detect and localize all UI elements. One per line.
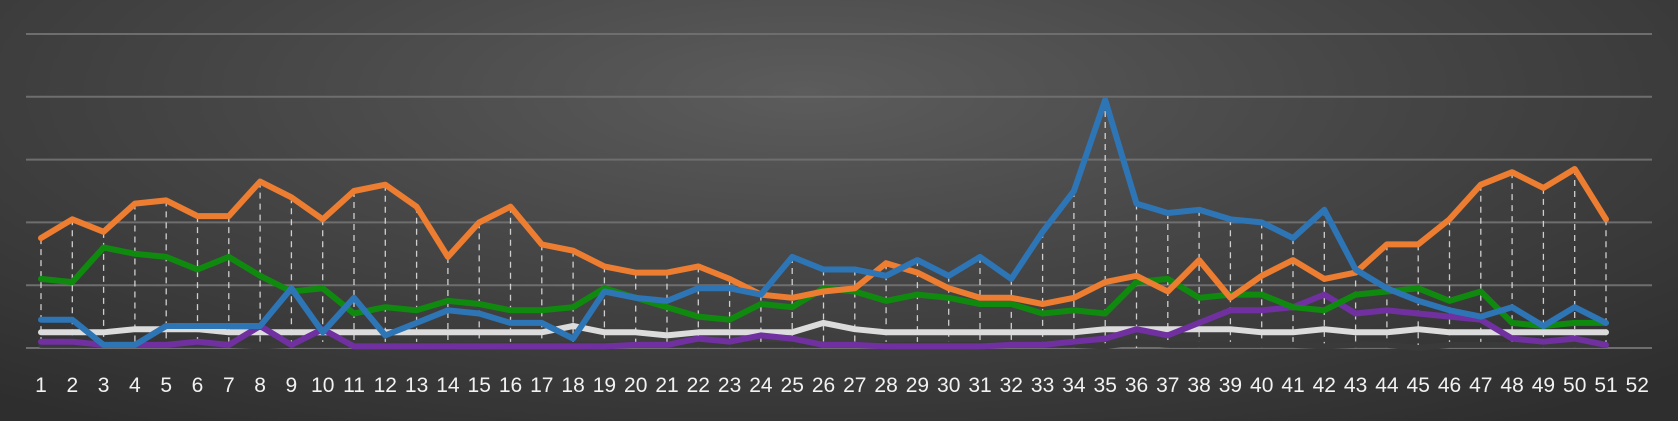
x-tick-label: 7 bbox=[223, 374, 235, 397]
x-tick-label: 40 bbox=[1250, 374, 1273, 397]
x-tick-label: 26 bbox=[812, 374, 835, 397]
x-tick-label: 44 bbox=[1375, 374, 1399, 397]
x-tick-label: 51 bbox=[1594, 374, 1617, 397]
x-tick-label: 14 bbox=[436, 374, 460, 397]
x-tick-label: 45 bbox=[1407, 374, 1430, 397]
x-tick-label: 15 bbox=[468, 374, 491, 397]
x-tick-label: 24 bbox=[749, 374, 773, 397]
x-tick-label: 23 bbox=[718, 374, 741, 397]
x-tick-label: 5 bbox=[160, 374, 172, 397]
x-tick-label: 42 bbox=[1313, 374, 1336, 397]
x-tick-label: 31 bbox=[968, 374, 991, 397]
series-line-blue bbox=[38, 96, 1609, 348]
x-tick-label: 36 bbox=[1125, 374, 1148, 397]
x-tick-label: 34 bbox=[1062, 374, 1086, 397]
x-axis-tick-labels: 1 2 3 4 5 6 7 8 9 10 11 12 13 14 15 16 17 18 19 20 21 22 23 24 2… bbox=[35, 374, 1649, 397]
series-line-purple bbox=[38, 291, 1609, 350]
x-tick-label: 52 bbox=[1626, 374, 1649, 397]
x-tick-label: 32 bbox=[1000, 374, 1023, 397]
x-tick-label: 38 bbox=[1187, 374, 1210, 397]
x-tick-label: 37 bbox=[1156, 374, 1179, 397]
x-tick-label: 29 bbox=[906, 374, 929, 397]
drop-lines bbox=[40, 99, 1607, 348]
x-tick-label: 35 bbox=[1094, 374, 1117, 397]
x-tick-label: 41 bbox=[1281, 374, 1304, 397]
x-tick-label: 27 bbox=[843, 374, 866, 397]
x-tick-label: 43 bbox=[1344, 374, 1367, 397]
x-tick-label: 9 bbox=[286, 374, 298, 397]
x-tick-label: 39 bbox=[1219, 374, 1242, 397]
series-line-green bbox=[38, 244, 1609, 329]
x-tick-label: 30 bbox=[937, 374, 960, 397]
x-tick-label: 3 bbox=[98, 374, 110, 397]
x-tick-label: 21 bbox=[655, 374, 678, 397]
x-tick-label: 2 bbox=[66, 374, 78, 397]
x-tick-label: 47 bbox=[1469, 374, 1492, 397]
series-lines bbox=[38, 96, 1609, 351]
x-tick-label: 17 bbox=[530, 374, 553, 397]
gridlines bbox=[26, 33, 1652, 349]
x-tick-label: 25 bbox=[781, 374, 804, 397]
x-tick-label: 22 bbox=[687, 374, 710, 397]
x-tick-label: 16 bbox=[499, 374, 522, 397]
x-tick-label: 48 bbox=[1500, 374, 1523, 397]
x-tick-label: 13 bbox=[405, 374, 428, 397]
x-tick-label: 46 bbox=[1438, 374, 1461, 397]
x-tick-label: 19 bbox=[593, 374, 616, 397]
x-tick-label: 6 bbox=[192, 374, 204, 397]
x-tick-label: 33 bbox=[1031, 374, 1054, 397]
x-tick-label: 18 bbox=[561, 374, 584, 397]
x-tick-label: 49 bbox=[1532, 374, 1555, 397]
x-tick-label: 28 bbox=[874, 374, 897, 397]
series-line-orange bbox=[38, 166, 1609, 307]
x-tick-label: 10 bbox=[311, 374, 334, 397]
series-line-white bbox=[38, 319, 1609, 339]
x-tick-label: 1 bbox=[35, 374, 47, 397]
x-tick-label: 8 bbox=[254, 374, 266, 397]
x-tick-label: 20 bbox=[624, 374, 647, 397]
x-tick-label: 50 bbox=[1563, 374, 1586, 397]
x-tick-label: 4 bbox=[129, 374, 141, 397]
x-tick-label: 11 bbox=[343, 374, 365, 397]
x-tick-label: 12 bbox=[374, 374, 397, 397]
